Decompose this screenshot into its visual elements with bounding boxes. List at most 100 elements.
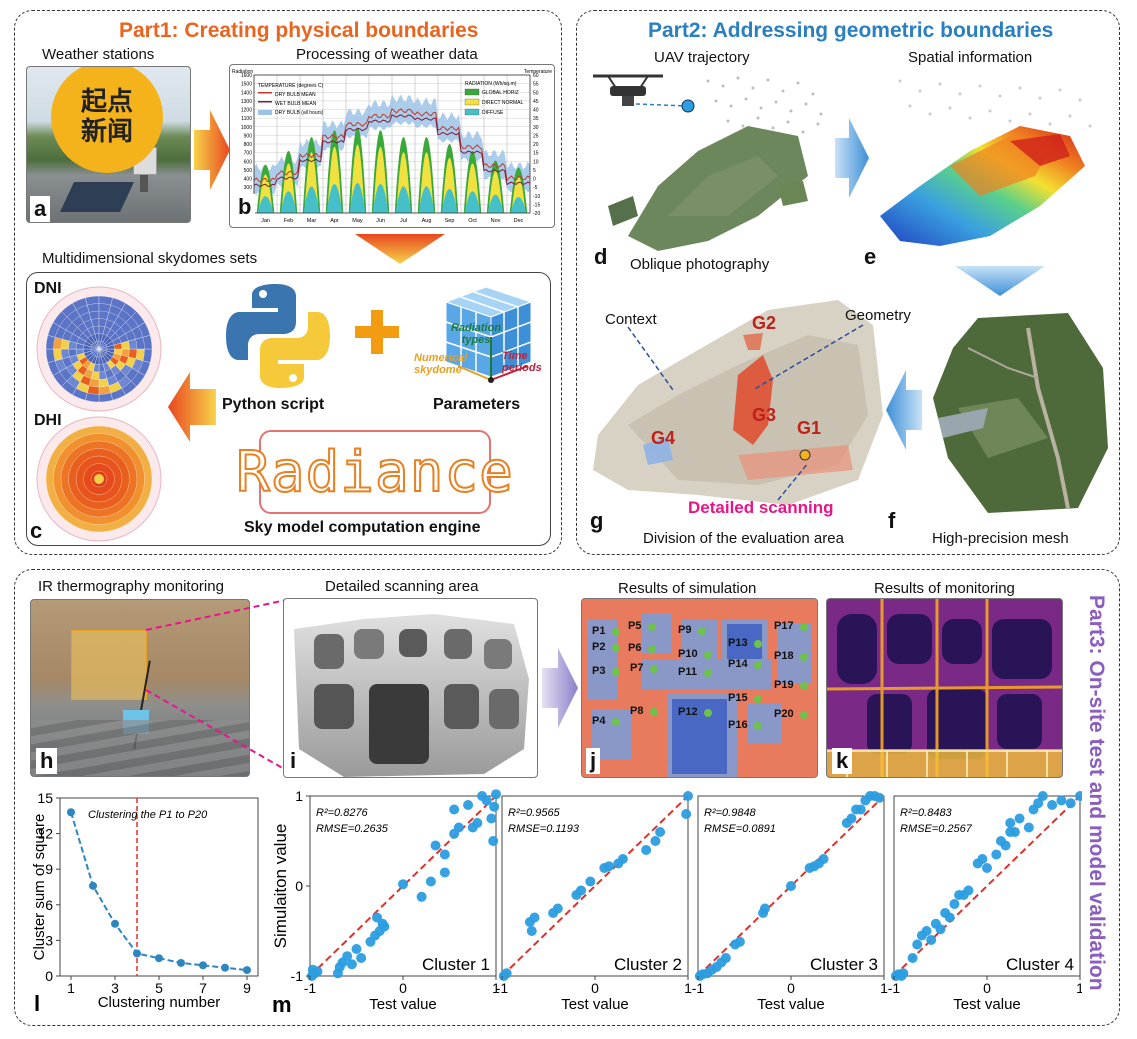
part1-title: Part1: Creating physical boundaries (119, 19, 479, 42)
wc-diffuse (349, 183, 366, 213)
scatter-point (982, 863, 992, 873)
scan-region (71, 630, 147, 700)
elbow-point (133, 949, 141, 958)
part3-frame (14, 569, 1120, 1026)
elbow-ytick-label: 6 (45, 897, 53, 913)
scatter-r2: R²=0.8483 (900, 807, 953, 819)
parameters-cube (444, 286, 533, 383)
wc-diffuse (464, 191, 481, 213)
scatter-point (379, 921, 390, 932)
scan-caption: Detailed scanning area (325, 578, 479, 595)
scatter-point (1037, 791, 1048, 801)
simulation-point-label: P10 (678, 648, 698, 660)
scatter-point (356, 953, 367, 963)
geometry-label: Geometry (845, 307, 911, 324)
dni-patch (98, 346, 108, 350)
scatter-point (576, 885, 587, 896)
scatter-xtick-label: 0 (787, 980, 795, 996)
uav-caption: UAV trajectory (654, 49, 750, 66)
plus-sign-vertical (371, 310, 383, 354)
simulation-point-label: P2 (592, 641, 606, 653)
simulation-point-marker (612, 668, 620, 676)
simulation-point-label: P1 (592, 625, 606, 637)
scatter-point (463, 800, 474, 810)
panel-letter-f: f (888, 508, 896, 533)
wc-right-tick: 5 (533, 168, 536, 174)
scatter-point (759, 903, 770, 914)
steps (31, 720, 249, 776)
elbow-ytick-label: 15 (37, 790, 53, 806)
part1-frame (14, 10, 562, 555)
scatter-point (351, 944, 362, 954)
scatter-point (855, 804, 866, 815)
wc-left-tick: 1400 (241, 90, 252, 96)
simulation-point-marker (704, 669, 712, 677)
scatter-xtick-label: -1 (496, 980, 509, 996)
wc-dry-bulb-mean (253, 107, 531, 183)
scatter-xtick-label: 0 (983, 980, 991, 996)
scatter-point (926, 935, 937, 945)
spatial-caption: Spatial information (908, 49, 1033, 66)
part3-title: Part3: On-site test and model validation (1085, 595, 1108, 991)
scatter-point (529, 912, 540, 923)
mon-caption: Results of monitoring (874, 580, 1015, 597)
monitoring-image (826, 598, 1063, 778)
scatter-point (453, 822, 464, 833)
cube-label-time: Time periods (502, 350, 542, 374)
scatter-ytick-label: -1 (291, 968, 304, 984)
scatter-point (416, 891, 427, 902)
wc-month-label: Jun (376, 218, 385, 224)
division-map (593, 300, 883, 505)
scatter-point (425, 876, 436, 887)
simulation-point-marker (800, 682, 808, 690)
scatter-point (1075, 791, 1082, 801)
scatter-point (846, 813, 857, 824)
elbow-point (199, 961, 207, 970)
scatter-point (991, 849, 1002, 860)
simulation-point-marker (754, 722, 762, 730)
dni-skydome (36, 286, 162, 412)
part2-title: Part2: Addressing geometric boundaries (648, 19, 1054, 42)
scatter-fit-line (893, 795, 1081, 977)
scatter-xtick-label: 1 (880, 980, 888, 996)
simulation-point-marker (698, 627, 706, 635)
wc-legend-swatch (464, 98, 480, 106)
part2-frame (576, 10, 1120, 555)
zone-label-g1: G1 (797, 418, 822, 438)
scatter-charts: -1 0 1 Test value R²=0.8276 RMSE=0.2635 Cluste… (271, 788, 1082, 1017)
simulation-point-marker (612, 718, 620, 726)
scatter-point (472, 818, 483, 828)
detailed-scanning-label: Detailed scanning (688, 498, 834, 517)
wc-month-label: Jan (261, 218, 270, 224)
scatter-r2: R²=0.8276 (316, 807, 369, 819)
scatter-r2: R²=0.9565 (508, 807, 561, 819)
wc-legend-left-item: WET BULB MEAN (275, 101, 317, 107)
scan-area-svg (294, 614, 529, 777)
wc-left-tick: 1100 (241, 116, 252, 122)
wc-left-tick: 1300 (241, 99, 252, 105)
wc-legend-swatch (258, 110, 272, 115)
simulation-point-marker (612, 628, 620, 636)
elbow-xlabel: Clustering number (98, 994, 221, 1011)
scatter-point (307, 964, 318, 975)
simulation-point-marker (612, 644, 620, 652)
wc-diffuse (326, 184, 343, 213)
wc-wet-bulb-mean (253, 114, 531, 188)
wc-left-tick: 500 (244, 168, 253, 174)
elbow-xtick-label: 5 (155, 980, 163, 996)
processing-caption: Processing of weather data (296, 46, 478, 63)
monitoring-svg (827, 599, 1062, 777)
wc-right-tick: 60 (533, 73, 539, 79)
scatter-xtick-label: -1 (692, 980, 705, 996)
simulation-point-label: P19 (774, 679, 794, 691)
wc-legend-swatch (258, 101, 272, 103)
wc-month-label: Oct (468, 218, 477, 224)
wc-right-tick: 40 (533, 108, 539, 114)
dhi-skydome (36, 416, 162, 542)
scatter-point (641, 845, 652, 855)
elbow-xtick-label: 1 (67, 980, 75, 996)
wc-legend-right-item: DIRECT NORMAL (482, 100, 524, 106)
elbow-annotation: Clustering the P1 to P20 (88, 809, 208, 821)
panel-letter-j: j (586, 748, 601, 774)
